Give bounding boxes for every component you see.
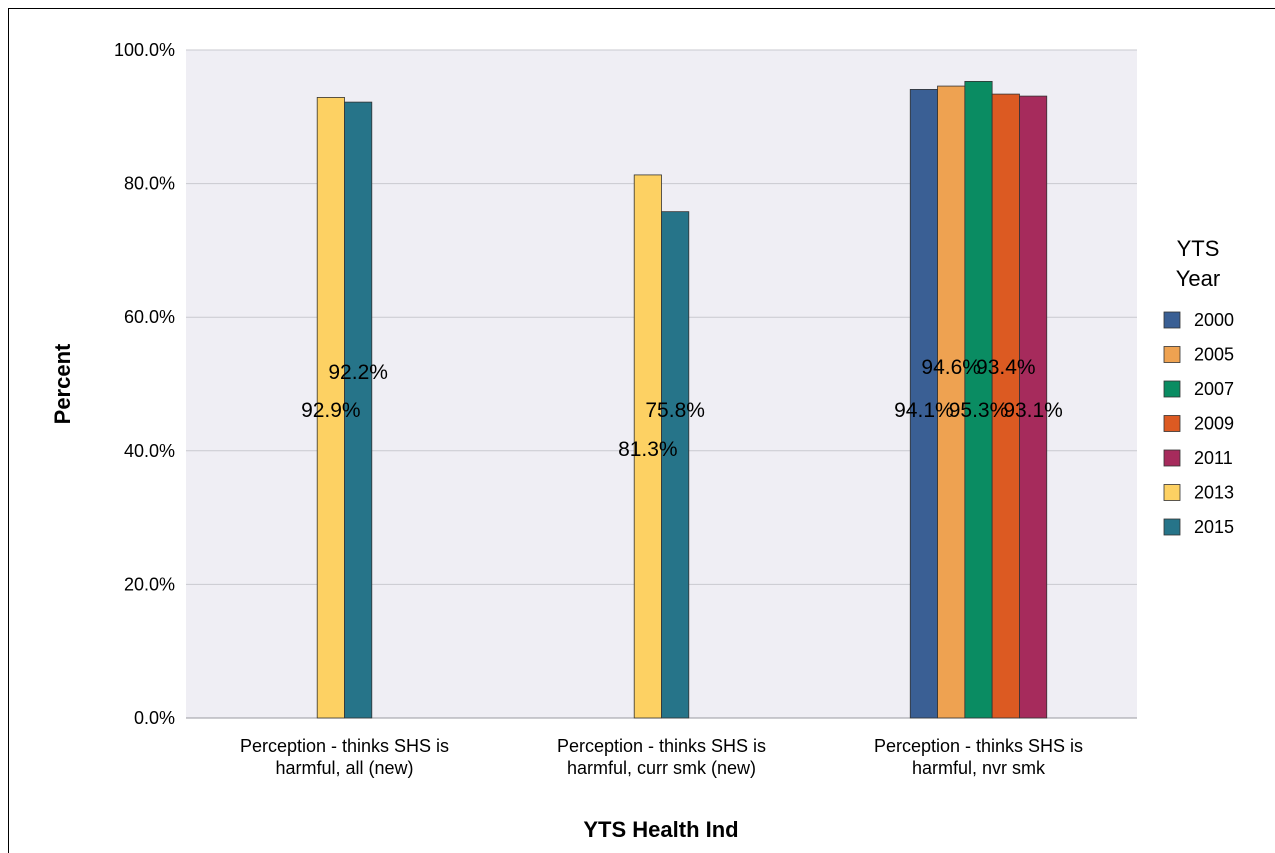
data-label: 93.1% (1003, 399, 1063, 422)
data-label: 92.2% (328, 361, 388, 384)
legend-label: 2007 (1194, 379, 1234, 399)
x-tick-label: Perception - thinks SHS is harmful, all (… (240, 736, 449, 778)
x-tick-label: Perception - thinks SHS is harmful, nvr s… (874, 736, 1083, 778)
x-axis-title: YTS Health Ind (583, 817, 738, 842)
y-tick-label: 40.0% (124, 441, 175, 461)
bar-2007 (964, 80, 993, 719)
legend-title: YTS Year (1176, 236, 1220, 291)
data-labels: 92.9% 92.2% 81.3% 75.8% 94.1% 94.6% 95.3% 93.4%… (301, 356, 1063, 461)
legend-swatch-2015 (1163, 518, 1181, 536)
data-label: 95.3% (949, 399, 1009, 422)
bar-2015 (344, 101, 373, 719)
y-tick-label: 20.0% (124, 574, 175, 594)
legend-label: 2000 (1194, 310, 1234, 330)
legend-label: 2011 (1194, 448, 1233, 468)
data-label: 92.9% (301, 399, 361, 422)
data-label: 94.1% (894, 399, 954, 422)
legend-swatch-2007 (1163, 380, 1181, 398)
bar-2013 (316, 97, 345, 719)
data-label: 94.6% (921, 356, 981, 379)
y-axis-ticks: 0.0% 20.0% 40.0% 60.0% 80.0% 100.0% (114, 40, 175, 728)
data-label: 81.3% (618, 438, 678, 461)
bar-2009 (991, 93, 1020, 719)
y-tick-label: 0.0% (134, 708, 175, 728)
x-axis-categories: Perception - thinks SHS is harmful, all (… (240, 736, 1083, 778)
legend-swatch-2011 (1163, 449, 1181, 467)
y-tick-label: 80.0% (124, 174, 175, 194)
bar-2015 (661, 211, 690, 719)
chart-frame (8, 8, 1275, 853)
bar-2005 (937, 85, 966, 719)
bar-2000 (909, 89, 938, 719)
legend-label: 2009 (1194, 414, 1234, 434)
bars (316, 80, 1048, 719)
data-label: 93.4% (976, 356, 1036, 379)
legend-swatch-2005 (1163, 346, 1181, 363)
legend-label: 2005 (1194, 345, 1234, 365)
legend-label: 2015 (1194, 517, 1234, 537)
legend-swatch-2000 (1163, 311, 1181, 329)
y-tick-label: 100.0% (114, 40, 175, 60)
data-label: 75.8% (645, 399, 705, 422)
bar-2011 (1019, 95, 1048, 719)
y-tick-label: 60.0% (124, 307, 175, 327)
y-axis-title: Percent (50, 343, 75, 424)
legend-label: 2013 (1194, 483, 1234, 503)
legend-swatch-2013 (1163, 484, 1181, 501)
legend-swatch-2009 (1163, 415, 1181, 432)
legend: YTS Year 2000 2005 2007 2009 2011 2013 2015 (1163, 236, 1234, 537)
x-tick-label: Perception - thinks SHS is harmful, curr … (557, 736, 766, 778)
